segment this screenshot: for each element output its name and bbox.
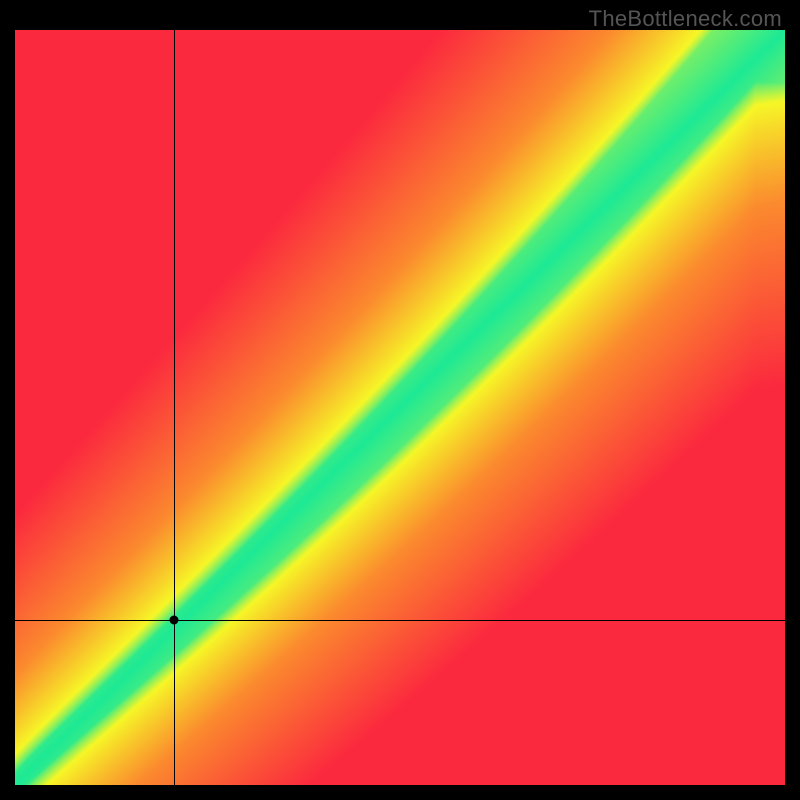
crosshair-vertical-line: [174, 30, 175, 785]
bottleneck-heatmap: [15, 30, 785, 785]
crosshair-horizontal-line: [15, 620, 785, 621]
watermark-text: TheBottleneck.com: [589, 6, 782, 32]
crosshair-marker-dot: [169, 616, 178, 625]
